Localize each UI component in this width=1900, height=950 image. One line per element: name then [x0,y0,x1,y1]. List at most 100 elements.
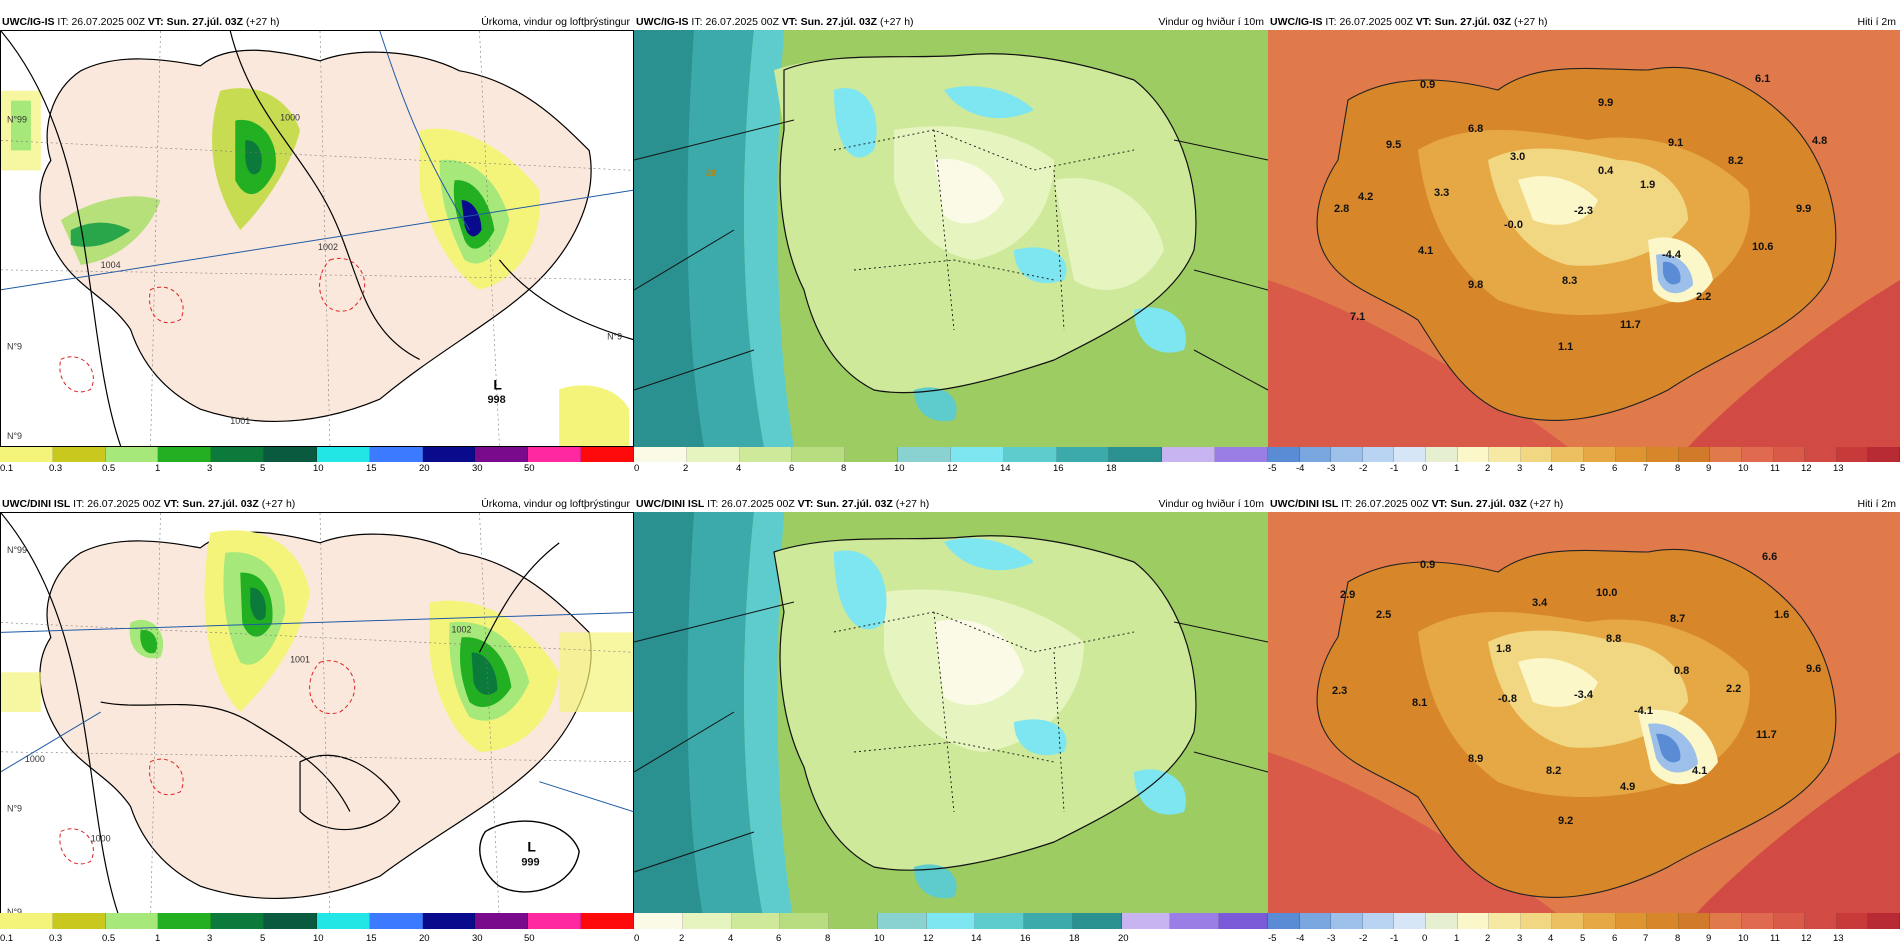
colorbar-swatch [1362,447,1395,462]
temp-value: 6.6 [1762,551,1777,563]
lat-label: N°99 [7,545,27,555]
colorbar-tick: 50 [524,463,535,474]
temperature-labels: 0.9 6.1 6.8 9.9 9.5 3.0 0.4 9.1 4.8 8.2 … [1334,73,1827,353]
colorbar-swatch [1805,447,1837,462]
vt-value: Sun. 27.júl. 03Z [1434,16,1512,28]
colorbar-swatch [1836,913,1869,929]
colorbar-swatch [1109,447,1163,462]
isobar-label: 1002 [318,242,338,252]
temp-value: 2.2 [1726,683,1741,695]
panel-title: Hiti í 2m [1857,16,1896,28]
colorbar-swatch [1615,913,1648,929]
colorbar-swatch [1552,913,1584,929]
model-name: UWC/IG-IS [1270,16,1323,28]
colorbar-swatch [52,447,106,462]
colorbar-swatch [1425,913,1458,929]
lat-label: N°9 [7,431,22,441]
colorbar-swatch [686,447,740,462]
colorbar-swatch [1362,913,1395,929]
colorbar-tick: 14 [1000,463,1011,474]
temp-value: 0.8 [1674,665,1689,677]
wind-panel-bottom: UWC/DINI ISL IT: 26.07.2025 00Z VT: Sun.… [634,496,1268,936]
colorbar-swatch [1394,913,1426,929]
temp-value: 1.6 [1774,609,1789,621]
gust-label: 28 [706,168,716,178]
precip-map: N°99 N°9 N°9 N°9 1004 1002 1000 1001 L 9… [0,30,634,447]
lead-time: (+27 h) [1529,498,1564,510]
temp-value: 2.9 [1340,589,1355,601]
it-value: 26.07.2025 00Z [721,498,795,510]
low-pressure-letter: L [527,838,536,854]
colorbar-tick: 11 [1770,463,1780,474]
colorbar-tick: -2 [1359,933,1368,944]
colorbar-swatch [1170,913,1220,929]
colorbar-tick: -1 [1390,933,1399,944]
temp-value: 10.6 [1752,241,1773,253]
vt-label: VT: [1431,498,1448,510]
colorbar-tick: -5 [1268,933,1277,944]
colorbar-tick: -3 [1327,933,1336,944]
colorbar-tick: 0.5 [102,463,116,474]
colorbar-tick: 18 [1106,463,1117,474]
temp-value: 9.1 [1668,137,1683,149]
isobar-label: 1001 [230,416,250,426]
wind-colorbar-ticks: 0 2 4 6 8 10 12 14 16 18 20 [634,932,1268,946]
temp-value: 4.1 [1418,245,1433,257]
colorbar-tick: 20 [419,463,430,474]
colorbar-swatch [1868,447,1900,462]
wind-map [634,512,1268,922]
colorbar-tick: 4 [728,933,734,944]
vt-value: Sun. 27.júl. 03Z [800,16,878,28]
colorbar-swatch [950,447,1004,462]
temp-value: 1.9 [1640,179,1655,191]
temp-value: 2.2 [1696,291,1711,303]
temperature-colorbar-ticks: -5 -4 -3 -2 -1 0 1 2 3 4 5 6 7 8 9 10 11 12 13 [1268,932,1900,946]
colorbar-swatch [1072,913,1122,929]
colorbar-swatch [1773,447,1806,462]
vt-label: VT: [781,16,798,28]
lat-label: N°99 [7,115,27,125]
it-value: 26.07.2025 00Z [705,16,779,28]
temp-value: 9.9 [1796,203,1811,215]
temp-value: 3.0 [1510,151,1525,163]
colorbar-swatch [1773,913,1806,929]
colorbar-tick: 5 [260,463,266,474]
vt-label: VT: [797,498,814,510]
temp-value: 9.2 [1558,815,1573,827]
lat-label: N°9 [7,907,22,917]
temperature-map: 0.9 6.6 2.9 3.4 10.0 2.5 8.7 1.6 1.8 8.8… [1268,512,1900,922]
it-label: IT: [73,498,85,510]
temp-value: 1.1 [1558,341,1573,353]
colorbar-tick: 15 [366,933,377,944]
colorbar-tick: -4 [1296,933,1305,944]
colorbar-tick: 0.1 [0,933,14,944]
colorbar-tick: 13 [1833,463,1844,474]
it-label: IT: [707,498,719,510]
temp-value: 2.5 [1376,609,1391,621]
temp-value: 1.8 [1496,643,1511,655]
temp-value: 9.6 [1806,663,1821,675]
colorbar-swatch [1805,913,1837,929]
colorbar-swatch [1268,913,1300,929]
model-name: UWC/IG-IS [636,16,689,28]
colorbar-tick: 6 [1612,463,1618,474]
colorbar-tick: 4 [736,463,742,474]
colorbar-tick: 30 [472,933,483,944]
colorbar-swatch [1552,447,1584,462]
temp-value: 2.8 [1334,203,1349,215]
colorbar-swatch [731,913,781,929]
colorbar-tick: 10 [894,463,905,474]
temp-value: -0.8 [1498,693,1517,705]
colorbar-tick: 10 [1738,933,1749,944]
colorbar-swatch [898,447,951,462]
vt-value: Sun. 27.júl. 03Z [1450,498,1527,510]
temp-value: 3.3 [1434,187,1449,199]
colorbar-tick: 0 [634,933,640,944]
panel-title: Hiti í 2m [1857,498,1896,510]
colorbar-swatch [1741,913,1774,929]
colorbar-swatch [1162,447,1216,462]
temp-value: 2.3 [1332,685,1347,697]
precip-panel-bottom: UWC/DINI ISL IT: 26.07.2025 00Z VT: Sun.… [0,496,634,936]
colorbar-tick: 4 [1548,933,1554,944]
colorbar-swatch [0,913,53,929]
